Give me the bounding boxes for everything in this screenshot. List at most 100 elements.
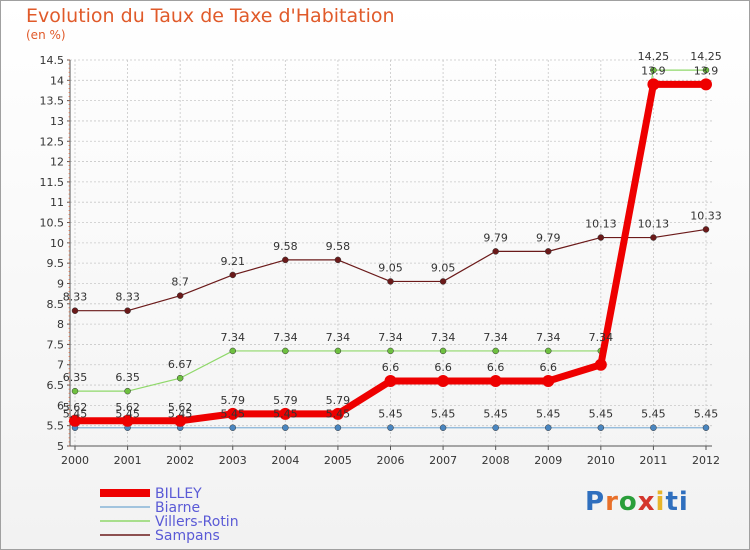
data-label-billey: 13.9 <box>641 64 666 77</box>
x-tick-label: 2011 <box>639 454 667 467</box>
data-point-billey <box>121 414 134 427</box>
data-point-sampans <box>229 271 236 279</box>
data-label-sampans: 8.33 <box>63 291 88 304</box>
x-tick-label: 2003 <box>219 454 247 467</box>
grid-lines <box>70 59 712 447</box>
axes: 5 5.5 6 6.5 7 7.5 8 8.5 9 9.5 10 10.5 11 11.5 12 12.5 13… <box>40 54 721 467</box>
data-label-sampans: 8.33 <box>115 291 140 304</box>
data-point-villers-rotin <box>176 374 184 382</box>
data-point-villers-rotin <box>492 347 499 355</box>
data-label-billey: 5.62 <box>168 401 193 414</box>
data-point-billey <box>69 414 81 427</box>
data-point-sampans <box>492 248 499 255</box>
data-label-sampans: 9.21 <box>221 255 246 268</box>
y-tick-label: 11.5 <box>40 176 65 189</box>
data-point-villers-rotin <box>387 347 394 355</box>
x-tick-label: 2006 <box>377 454 405 467</box>
data-point-biarne <box>545 424 552 431</box>
data-label-sampans: 9.79 <box>483 231 508 244</box>
x-tick-label: 2000 <box>61 454 89 467</box>
data-point-biarne <box>229 424 236 431</box>
data-label-villers-rotin: 7.34 <box>589 331 614 344</box>
data-point-sampans <box>334 256 342 264</box>
data-label-biarne: 5.45 <box>63 408 88 421</box>
y-tick-label: 6 <box>57 399 64 412</box>
data-point-billey <box>489 374 502 387</box>
data-point-sampans <box>176 292 184 299</box>
data-point-biarne <box>597 424 605 431</box>
data-label-villers-rotin: 7.34 <box>326 331 351 344</box>
y-tick-label: 14 <box>50 74 64 87</box>
x-tick-label: 2002 <box>166 454 194 467</box>
data-label-billey: 6.6 <box>487 361 505 374</box>
data-label-biarne: 5.45 <box>168 408 193 421</box>
data-point-villers-rotin <box>282 347 289 355</box>
series-group <box>69 66 712 431</box>
data-point-sampans <box>439 278 447 285</box>
data-point-billey <box>174 414 187 427</box>
data-point-sampans <box>282 256 289 264</box>
data-label-sampans: 10.13 <box>638 218 670 231</box>
data-label-villers-rotin: 7.34 <box>483 331 508 344</box>
data-point-sampans <box>650 234 657 241</box>
data-label-biarne: 5.45 <box>536 408 561 421</box>
x-tick-label: 2010 <box>587 454 615 467</box>
x-tick-label: 2008 <box>482 454 510 467</box>
y-tick-label: 6.5 <box>47 379 65 392</box>
data-point-biarne <box>702 424 710 431</box>
data-label-villers-rotin: 7.34 <box>378 331 403 344</box>
data-point-villers-rotin <box>545 347 552 355</box>
data-label-villers-rotin: 7.34 <box>221 331 246 344</box>
brand-logo: Proxiti <box>585 487 689 517</box>
x-tick-label: 2007 <box>429 454 457 467</box>
data-point-villers-rotin <box>334 347 342 355</box>
y-tick-label: 12.5 <box>40 135 65 148</box>
data-label-sampans: 9.05 <box>378 261 403 274</box>
y-tick-label: 8.5 <box>47 298 65 311</box>
data-point-billey <box>384 374 397 387</box>
chart-title: Evolution du Taux de Taxe d'Habitation <box>26 5 395 27</box>
data-point-billey <box>647 78 660 91</box>
data-label-biarne: 5.45 <box>694 408 719 421</box>
y-tick-label: 8 <box>57 318 64 331</box>
data-label-biarne: 5.45 <box>326 408 351 421</box>
x-tick-label: 2009 <box>534 454 562 467</box>
data-point-billey <box>594 358 607 371</box>
data-point-villers-rotin <box>71 387 79 395</box>
data-point-billey <box>700 78 712 91</box>
y-tick-label: 10.5 <box>40 217 65 230</box>
data-point-biarne <box>492 424 499 431</box>
data-point-biarne <box>334 424 342 431</box>
y-tick-label: 13.5 <box>40 95 65 108</box>
data-label-villers-rotin: 14.25 <box>638 50 670 63</box>
data-label-sampans: 8.7 <box>171 276 189 289</box>
data-point-villers-rotin <box>439 347 447 355</box>
data-point-sampans <box>702 226 710 233</box>
data-label-billey: 6.6 <box>540 361 558 374</box>
data-label-billey: 5.79 <box>273 394 298 407</box>
data-point-villers-rotin <box>124 387 131 395</box>
x-tick-label: 2012 <box>692 454 720 467</box>
data-point-villers-rotin <box>702 66 710 74</box>
y-tick-label: 9.5 <box>47 257 65 270</box>
data-label-sampans: 10.33 <box>690 209 722 222</box>
y-tick-label: 12 <box>50 156 64 169</box>
data-point-sampans <box>597 234 605 241</box>
data-point-sampans <box>71 307 79 314</box>
data-label-billey: 5.62 <box>115 401 140 414</box>
x-tick-label: 2001 <box>114 454 142 467</box>
y-tick-label: 9 <box>57 277 64 290</box>
data-label-biarne: 5.45 <box>641 408 666 421</box>
data-point-villers-rotin <box>229 347 236 355</box>
data-point-billey <box>226 407 239 420</box>
data-label-biarne: 5.45 <box>221 408 246 421</box>
data-label-biarne: 5.45 <box>378 408 403 421</box>
data-label-billey: 5.62 <box>63 401 88 414</box>
data-label-villers-rotin: 14.25 <box>690 50 722 63</box>
legend-label: BILLEY <box>155 486 202 502</box>
x-tick-label: 2004 <box>271 454 299 467</box>
data-point-biarne <box>439 424 447 431</box>
y-tick-label: 7.5 <box>47 338 65 351</box>
